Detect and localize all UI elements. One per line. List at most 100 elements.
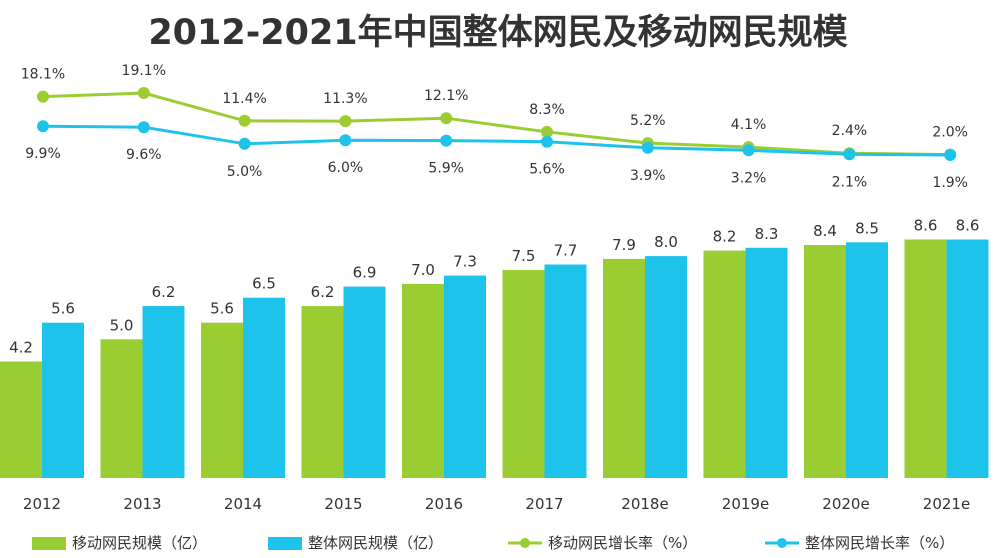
bar-total-2020e <box>846 242 888 478</box>
line-point <box>137 87 150 99</box>
line-value-label: 5.2% <box>630 113 666 129</box>
bar-mobile-2021e <box>904 239 947 478</box>
line-value-label: 19.1% <box>122 63 166 79</box>
line-value-label: 11.4% <box>222 91 266 107</box>
bar-total-2018e <box>645 256 687 478</box>
legend-swatch <box>32 537 66 550</box>
line-value-label: 2.0% <box>932 125 968 141</box>
bar-value-label: 6.2 <box>152 283 176 301</box>
x-tick-label: 2016 <box>425 495 463 513</box>
bar-mobile-2015 <box>301 306 344 478</box>
line-point <box>339 115 352 128</box>
bar-value-label: 6.9 <box>353 264 377 282</box>
line-value-label: 11.3% <box>323 91 367 107</box>
line-value-label: 9.9% <box>25 146 61 162</box>
x-tick-label: 2014 <box>224 495 262 513</box>
line-mobile-growth <box>42 91 951 157</box>
x-tick-label: 2020e <box>822 495 869 513</box>
line-point <box>541 125 553 138</box>
line-point <box>440 134 453 147</box>
line-point <box>37 120 49 133</box>
line-value-label: 12.1% <box>424 88 468 104</box>
bar-mobile-2014 <box>201 322 243 478</box>
bar-value-label: 7.7 <box>554 242 578 260</box>
line-value-label: 4.1% <box>731 117 767 133</box>
line-point <box>137 121 150 134</box>
bar-value-label: 7.5 <box>512 247 536 265</box>
x-tick-label: 2012 <box>23 495 61 513</box>
bar-mobile-2013 <box>100 339 143 478</box>
legend: 移动网民规模（亿） 整体网民规模（亿） 移动网民增长率（%） 整体网民增长率（%） <box>32 534 954 552</box>
chart-title: 2012-2021年中国整体网民及移动网民规模 <box>148 13 848 53</box>
line-value-label: 5.6% <box>529 162 565 178</box>
bar-value-label: 5.0 <box>110 316 134 334</box>
line-point <box>238 114 251 127</box>
bar-value-label: 8.2 <box>713 228 737 246</box>
bar-value-label: 5.6 <box>51 300 75 318</box>
legend-marker <box>520 538 530 548</box>
bar-total-2013 <box>142 306 185 478</box>
x-tick-label: 2019e <box>722 495 769 513</box>
line-value-label: 5.9% <box>428 161 464 177</box>
x-axis-ticks: 2012 2013 2014 2015 2016 2017 2018e 2019e 2020e 2… <box>23 495 970 513</box>
line-point <box>541 135 553 148</box>
x-tick-label: 2015 <box>324 495 362 513</box>
bar-mobile-2016 <box>402 283 444 478</box>
line-point <box>440 112 453 125</box>
bar-value-label: 8.5 <box>855 219 879 237</box>
bar-total-2021e <box>946 239 989 478</box>
bar-total-2016 <box>444 275 486 478</box>
line-point <box>944 149 957 161</box>
line-value-label: 18.1% <box>21 67 65 83</box>
legend-label: 整体网民增长率（%） <box>805 534 954 552</box>
bar-value-label: 8.3 <box>755 225 779 243</box>
bar-total-2019e <box>745 247 788 478</box>
bar-value-label: 6.2 <box>311 283 335 301</box>
line-total-growth <box>42 124 951 157</box>
bar-value-label: 7.9 <box>612 236 636 254</box>
legend-label: 移动网民规模（亿） <box>72 534 207 552</box>
bar-value-label: 8.4 <box>813 222 837 240</box>
bar-mobile-2020e <box>804 245 846 478</box>
bar-value-label: 5.6 <box>210 300 234 318</box>
line-point <box>641 141 654 154</box>
bar-mobile-2018e <box>603 258 645 478</box>
legend-label: 整体网民规模（亿） <box>308 534 443 552</box>
line-value-label: 1.9% <box>932 175 968 191</box>
legend-label: 移动网民增长率（%） <box>548 534 697 552</box>
bar-total-2014 <box>243 297 285 478</box>
line-value-label: 8.3% <box>529 102 565 118</box>
bars-layer: 4.2 5.6 5.0 6.2 5.6 6.5 6.2 6.9 7.0 7.3 7.5 7.7 7.9 8… <box>0 217 989 478</box>
line-value-label: 2.1% <box>832 174 868 190</box>
line-value-label: 3.9% <box>630 168 666 184</box>
bar-value-label: 6.5 <box>252 275 276 293</box>
x-tick-label: 2013 <box>123 495 161 513</box>
bar-value-label: 7.0 <box>411 261 435 279</box>
bar-mobile-2012 <box>0 361 42 478</box>
line-point <box>37 90 49 103</box>
bar-total-2017 <box>544 264 587 478</box>
bar-value-label: 8.6 <box>914 217 938 235</box>
bar-mobile-2019e <box>703 250 746 478</box>
bar-total-2012 <box>42 322 84 478</box>
line-value-label: 2.4% <box>832 123 868 139</box>
line-point <box>238 137 251 150</box>
bar-value-label: 8.0 <box>654 233 678 251</box>
bar-mobile-2017 <box>502 270 545 478</box>
line-value-label: 3.2% <box>731 170 767 186</box>
bar-total-2015 <box>343 286 386 478</box>
legend-swatch <box>268 537 302 550</box>
x-tick-label: 2018e <box>621 495 668 513</box>
line-value-label: 5.0% <box>227 164 263 180</box>
bar-value-label: 4.2 <box>9 339 33 357</box>
line-point <box>843 148 856 161</box>
legend-marker <box>777 538 787 548</box>
line-value-label: 6.0% <box>328 160 364 176</box>
line-value-label: 9.6% <box>126 147 162 163</box>
lines-layer: 18.1% 19.1% 11.4% 11.3% 12.1% 8.3% 5.2% 4.1% 2.4… <box>21 63 968 191</box>
x-tick-label: 2017 <box>525 495 563 513</box>
x-tick-label: 2021e <box>923 495 970 513</box>
line-point <box>339 134 352 147</box>
bar-value-label: 7.3 <box>453 253 477 271</box>
